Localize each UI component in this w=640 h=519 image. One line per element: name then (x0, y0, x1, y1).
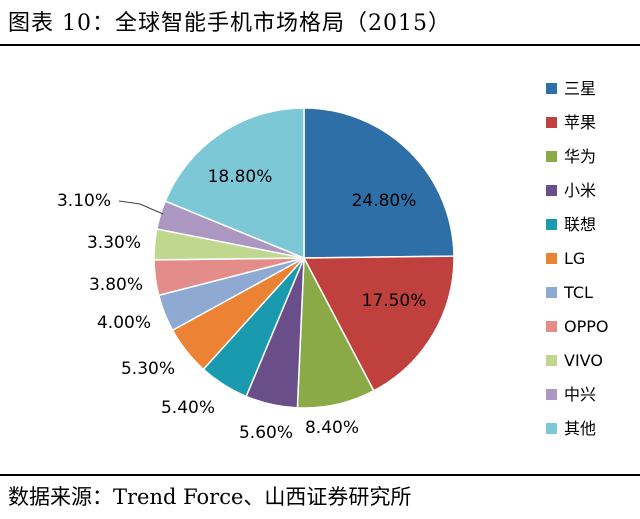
pie-slices (153, 107, 455, 409)
legend-label-9: VIVO (564, 351, 603, 370)
title-bar: 图表 10：全球智能手机市场格局（2015） (0, 0, 640, 44)
top-rule (0, 44, 640, 46)
data-label-1: 24.80% (352, 191, 417, 211)
pie-slice-1 (303, 107, 455, 259)
pie-slice-11 (164, 107, 305, 260)
legend-swatch-6 (546, 253, 557, 264)
data-label-5: 5.40% (161, 398, 215, 418)
legend-label-3: 华为 (564, 147, 596, 166)
legend-label-8: OPPO (564, 317, 608, 336)
legend-swatch-5 (546, 219, 557, 230)
data-label-3: 8.40% (305, 418, 359, 438)
pie-slice-2 (302, 255, 455, 392)
data-label-2: 17.50% (362, 291, 427, 311)
legend-label-7: TCL (563, 283, 593, 302)
legend-label-6: LG (564, 249, 585, 268)
data-label-8: 3.80% (89, 275, 143, 295)
legend-label-11: 其他 (564, 419, 596, 438)
pie-chart: 24.80% 17.50% 8.40% 5.60% 5.40% 5.30% 4.00% 3.8… (57, 79, 608, 443)
data-label-7: 4.00% (97, 313, 151, 333)
legend-label-1: 三星 (564, 79, 596, 98)
legend-swatch-9 (546, 355, 557, 366)
legend-swatch-11 (546, 423, 557, 434)
figure-title: 图表 10：全球智能手机市场格局（2015） (8, 11, 451, 36)
data-label-4: 5.60% (239, 423, 293, 443)
bottom-rule (0, 474, 640, 476)
leader-line (118, 200, 164, 215)
legend-swatch-8 (546, 321, 557, 332)
legend-swatch-10 (546, 389, 557, 400)
legend-label-2: 苹果 (564, 113, 596, 132)
pie-data-labels: 24.80% 17.50% 8.40% 5.60% 5.40% 5.30% 4.00% 3.8… (57, 167, 426, 443)
legend-swatch-4 (546, 185, 557, 196)
data-label-11: 18.80% (208, 167, 273, 187)
source-note: 数据来源：Trend Force、山西证券研究所 (8, 485, 412, 509)
legend-swatch-1 (546, 83, 557, 94)
legend-label-5: 联想 (564, 215, 596, 234)
legend-swatch-7 (546, 287, 557, 298)
data-label-10: 3.10% (57, 191, 111, 211)
legend-label-4: 小米 (564, 181, 596, 200)
legend-swatch-2 (546, 117, 557, 128)
legend-swatch-3 (546, 151, 557, 162)
data-label-9: 3.30% (87, 233, 141, 253)
legend-label-10: 中兴 (564, 385, 596, 404)
data-label-6: 5.30% (121, 359, 175, 379)
